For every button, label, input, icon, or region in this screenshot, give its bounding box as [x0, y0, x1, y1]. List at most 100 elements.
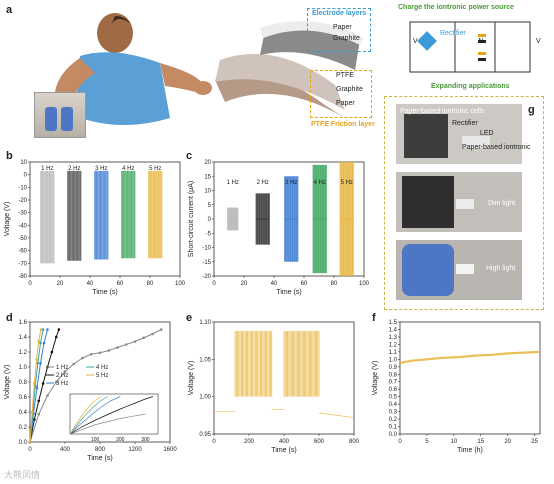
series-d-point: [41, 382, 45, 385]
inset-tick-label: 100: [91, 437, 100, 443]
y-tick-label: 10: [204, 189, 211, 195]
inset-line: [69, 396, 108, 435]
inset-tick-label: 300: [141, 437, 150, 443]
x-tick-label: 20: [504, 439, 511, 445]
y-tick-label: 0.3: [389, 410, 398, 416]
series-d-point: [159, 328, 163, 331]
y-tick-label: 1.6: [19, 320, 28, 326]
high-light-label: High light: [486, 265, 516, 272]
legend-c-2: 3 Hz: [285, 180, 297, 186]
y-tick-label: 0.4: [389, 402, 398, 408]
legend-b-1: 2 Hz: [68, 166, 80, 172]
ptfe-label: PTFE: [336, 72, 354, 79]
y-tick-label: 0.9: [389, 365, 398, 371]
x-tick-label: 5: [425, 439, 429, 445]
series-d-point: [142, 336, 146, 340]
inset-line: [69, 396, 154, 435]
legend-b-0: 1 Hz: [41, 166, 53, 172]
paper-top-label: Paper: [333, 24, 352, 31]
x-tick-label: 1600: [163, 447, 177, 453]
y-tick-label: 0.95: [199, 432, 211, 438]
y-tick-label: 0: [24, 173, 28, 179]
x-axis-label: Time (s): [92, 289, 117, 296]
x-tick-label: 0: [212, 439, 216, 445]
legend-c-1: 2 Hz: [257, 180, 269, 186]
series-d-point: [72, 362, 76, 366]
x-tick-label: 25: [531, 439, 538, 445]
x-tick-label: 0: [398, 439, 402, 445]
y-tick-label: -15: [202, 260, 211, 266]
y-tick-label: 0.4: [19, 410, 28, 416]
chart-f: 0 5 10 15 20 25 0.00.1 0.20.3 0.40.5 0.60.7 0.80.9…: [372, 320, 541, 454]
series-d-point: [50, 350, 54, 354]
x-tick-label: 0: [28, 281, 32, 287]
paper-bottom-label: Paper: [336, 100, 355, 107]
y-tick-label: 1.2: [19, 350, 28, 356]
legend-d-item: 5 Hz: [96, 373, 108, 379]
series-d-point: [116, 346, 119, 349]
series-d-point: [39, 328, 43, 331]
chart-d: 0 400 800 1200 1600 0.0 0.2 0.4 0.6 0.8 1.0 1.2 1.4 1…: [4, 320, 177, 462]
x-tick-label: 80: [147, 281, 154, 287]
x-axis-label: Time (s): [87, 455, 112, 462]
circuit-diagram: [409, 21, 531, 73]
circuit-v-left: V: [413, 38, 418, 45]
x-tick-label: 1200: [128, 447, 142, 453]
series-d-point: [39, 361, 42, 365]
plot-frame: [399, 321, 541, 435]
g-top-label: Paper-based iontronic cells: [400, 108, 485, 115]
panel-label-b: b: [6, 150, 13, 162]
y-tick-label: -80: [18, 274, 27, 280]
series-d-point: [37, 412, 41, 416]
legend-c-0: 1 Hz: [227, 180, 239, 186]
chart-b: 0 20 40 60 80 100 -80 -70 -60 -50 -40 -30 -20 -10 0 10 T…: [4, 160, 186, 296]
g-rectifier-label: Rectifier: [452, 120, 478, 127]
legend-d-item: 3 Hz: [56, 381, 68, 387]
series-d-point: [33, 418, 36, 421]
series-d-point: [54, 335, 58, 339]
x-tick-label: 100: [359, 281, 370, 287]
y-tick-label: 0.2: [389, 417, 398, 423]
series-d-point: [28, 440, 32, 444]
expanding-label: Expanding applications: [431, 83, 510, 90]
photo-dim-light: [396, 172, 522, 232]
hands-photo-inset: [34, 92, 86, 138]
panel-label-f: f: [372, 312, 376, 324]
legend-c-4: 5 Hz: [341, 180, 353, 186]
y-tick-label: 0.1: [389, 425, 398, 431]
circuit-v-right: V: [536, 38, 541, 45]
y-tick-label: -60: [18, 249, 27, 255]
y-tick-label: -20: [202, 274, 211, 280]
series-d-point: [107, 349, 111, 352]
x-tick-label: 10: [451, 439, 458, 445]
y-tick-label: -10: [202, 246, 211, 252]
series-d-point: [46, 394, 49, 397]
y-tick-label: 1.4: [389, 327, 398, 333]
y-tick-label: -5: [206, 231, 212, 237]
tail-e: [318, 412, 355, 418]
y-tick-label: -30: [18, 211, 27, 217]
inset-line: [69, 396, 121, 435]
y-tick-label: 0.6: [389, 387, 398, 393]
y-axis-label: Voltage (V): [4, 202, 11, 237]
x-tick-label: 400: [279, 439, 290, 445]
x-tick-label: 800: [95, 447, 106, 453]
x-tick-label: 40: [87, 281, 94, 287]
n-label: N: [478, 38, 484, 45]
x-tick-label: 0: [212, 281, 216, 287]
series-d-point: [37, 399, 41, 403]
y-tick-label: 1.0: [389, 357, 398, 363]
series-d-line: [29, 329, 162, 443]
series-d-point: [151, 332, 154, 336]
charge-title: Charge the iontronic power source: [398, 4, 514, 11]
y-tick-label: 0.0: [389, 432, 398, 438]
watermark: 大熊风情: [4, 470, 41, 480]
inset-line: [69, 396, 102, 435]
y-tick-label: -20: [18, 198, 27, 204]
plot-frame: [29, 161, 181, 277]
series-d-line: [29, 329, 44, 443]
y-tick-label: 1.1: [389, 350, 398, 356]
legend-d-item: 4 Hz: [96, 365, 108, 371]
series-d-line: [29, 329, 48, 443]
series-d-point: [57, 328, 61, 331]
